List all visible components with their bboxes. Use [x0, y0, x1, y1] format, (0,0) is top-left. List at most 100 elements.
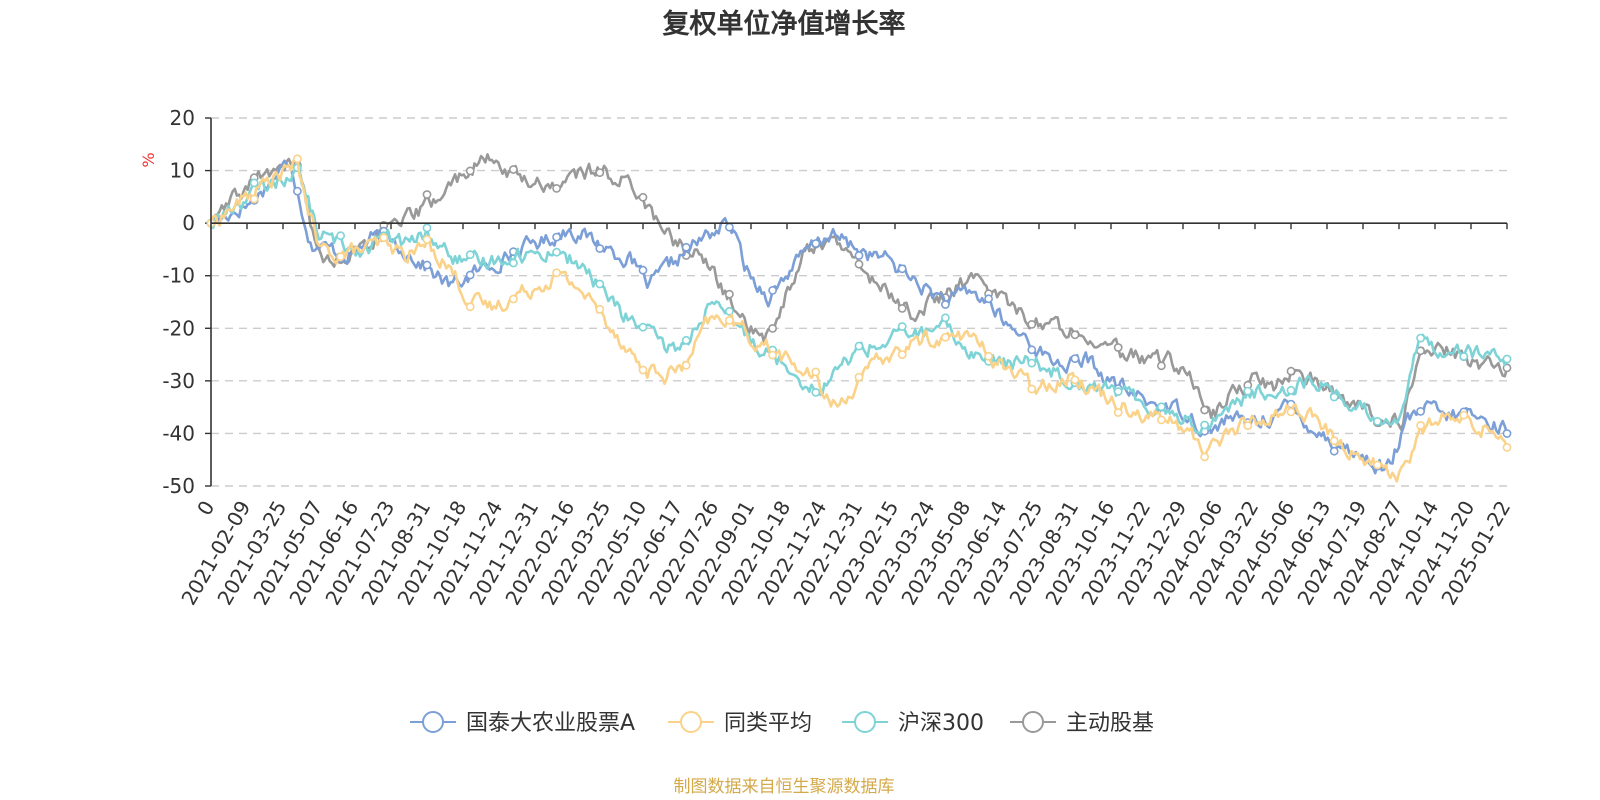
data-point [984, 351, 993, 361]
data-point [422, 235, 432, 244]
series-line [209, 159, 1509, 475]
y-tick-label: -50 [162, 474, 195, 498]
data-point [854, 259, 864, 269]
data-point [638, 265, 648, 275]
data-point [1502, 442, 1512, 452]
data-point [725, 306, 734, 316]
data-point [1070, 375, 1080, 385]
data-point [1373, 460, 1382, 470]
data-point [1243, 421, 1253, 430]
data-point [595, 168, 605, 177]
data-point [681, 242, 691, 252]
data-point [725, 315, 734, 325]
data-point [897, 322, 907, 331]
data-point [941, 332, 950, 342]
data-point [595, 244, 605, 253]
legend-circle-icon [854, 711, 876, 733]
data-point [768, 285, 777, 295]
data-point [768, 350, 777, 360]
source-note: 制图数据来自恒生聚源数据库 [674, 777, 895, 797]
y-tick-label: -40 [162, 421, 195, 445]
data-point [249, 178, 259, 188]
data-point [1157, 415, 1166, 425]
data-point [1373, 416, 1382, 426]
legend-label: 沪深300 [898, 711, 984, 736]
y-tick-label: 10 [170, 159, 195, 183]
data-point [681, 335, 691, 345]
data-point [509, 294, 518, 304]
data-point [465, 302, 475, 312]
data-point [292, 154, 302, 164]
data-point [1329, 446, 1339, 456]
data-point [422, 260, 432, 270]
data-point [854, 341, 864, 351]
data-point [1027, 358, 1037, 368]
data-point [1027, 384, 1037, 394]
data-point [1286, 385, 1296, 395]
legend[interactable]: 国泰大农业股票A 同类平均 沪深300 主动股基 [410, 711, 1154, 736]
x-tick-label: 0 [192, 497, 219, 520]
chart-title: 复权单位净值增长率 [663, 8, 906, 40]
data-point [1459, 352, 1469, 361]
data-point [509, 258, 518, 268]
data-point [1459, 410, 1469, 420]
legend-circle-icon [680, 711, 702, 733]
data-point [1416, 406, 1425, 416]
data-point [811, 367, 821, 377]
data-point [854, 251, 864, 260]
legend-label: 国泰大农业股票A [466, 711, 635, 736]
data-point [465, 250, 475, 260]
data-point [1502, 354, 1512, 364]
y-tick-label: -10 [162, 264, 195, 288]
data-point [1070, 330, 1080, 340]
data-point [1243, 386, 1253, 396]
data-point [681, 360, 691, 370]
data-point [768, 323, 777, 333]
axes [210, 118, 1507, 486]
legend-item-3[interactable]: 主动股基 [1010, 711, 1154, 736]
data-point [379, 233, 389, 243]
data-point [1502, 429, 1512, 438]
data-point [897, 303, 907, 313]
data-point [552, 247, 561, 257]
data-point [725, 222, 734, 232]
data-point [1200, 420, 1209, 430]
data-point [1113, 343, 1123, 352]
series-line [210, 153, 1509, 431]
legend-item-2[interactable]: 沪深300 [842, 711, 984, 736]
data-point [465, 270, 475, 280]
data-point [811, 239, 821, 248]
y-tick-label: 20 [170, 106, 195, 130]
data-point [552, 183, 561, 193]
data-point [1113, 387, 1123, 396]
data-point [336, 231, 345, 241]
data-point [1329, 436, 1339, 446]
data-point [897, 264, 907, 274]
series-line [209, 166, 1509, 435]
data-point [1286, 366, 1296, 376]
data-point [984, 294, 993, 304]
data-point [552, 268, 561, 278]
data-point [1027, 319, 1037, 329]
data-point [941, 313, 950, 323]
data-point [638, 322, 648, 332]
legend-item-1[interactable]: 同类平均 [668, 711, 812, 736]
y-tick-label: -20 [162, 316, 195, 340]
legend-item-0[interactable]: 国泰大农业股票A [410, 711, 635, 736]
data-point [725, 289, 734, 299]
legend-circle-icon [422, 711, 444, 733]
data-point [1157, 402, 1166, 412]
y-tick-label: -30 [162, 369, 195, 393]
x-axis-ticks: 02021-02-092021-03-252021-05-072021-06-1… [176, 223, 1515, 609]
y-tick-label: 0 [182, 211, 195, 235]
data-point [941, 300, 950, 309]
data-point [595, 279, 605, 289]
y-axis-ticks: 20 10 0 -10 -20 -30 -40 -50 [162, 106, 211, 498]
data-point [422, 190, 432, 199]
data-point [1416, 420, 1425, 430]
data-point [1157, 361, 1166, 371]
data-point [1286, 407, 1296, 417]
data-point [638, 365, 648, 375]
legend-label: 主动股基 [1066, 711, 1154, 736]
